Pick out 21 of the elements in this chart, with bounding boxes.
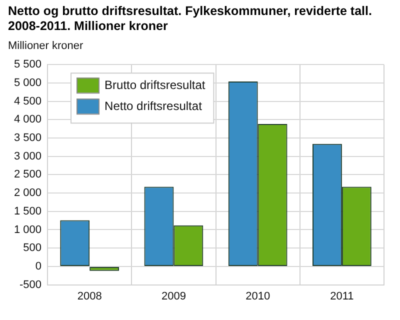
legend-label: Netto driftsresultat bbox=[104, 98, 203, 113]
y-tick-label: 0 bbox=[35, 260, 42, 272]
y-tick-label: 5 000 bbox=[14, 76, 42, 89]
x-tick-label: 2011 bbox=[330, 290, 354, 302]
x-tick-label: 2009 bbox=[161, 290, 186, 302]
y-tick-label: 4 500 bbox=[14, 95, 42, 108]
y-tick-label: 3 500 bbox=[14, 132, 42, 144]
y-tick-label: 2 500 bbox=[14, 168, 42, 181]
y-tick-label: 5 500 bbox=[14, 58, 42, 71]
y-tick-label: 1 000 bbox=[14, 224, 42, 236]
y-tick-label: 3 000 bbox=[14, 150, 42, 162]
x-tick-label: 2008 bbox=[77, 290, 102, 302]
x-tick-label: 2010 bbox=[246, 290, 270, 302]
y-tick-label: 4 000 bbox=[14, 114, 42, 126]
legend-label: Brutto driftsresultat bbox=[104, 78, 206, 92]
y-tick-label: 500 bbox=[23, 242, 42, 254]
y-tick-label: -500 bbox=[19, 278, 42, 291]
y-tick-label: 1 500 bbox=[14, 205, 42, 218]
y-axis-title: Millioner kroner bbox=[8, 40, 84, 52]
y-tick-label: 2 000 bbox=[14, 187, 42, 200]
chart-title: Netto og brutto driftsresultat. Fylkeskommuner, reviderte tall. 2008-2011. Millioner kroner bbox=[8, 4, 373, 34]
